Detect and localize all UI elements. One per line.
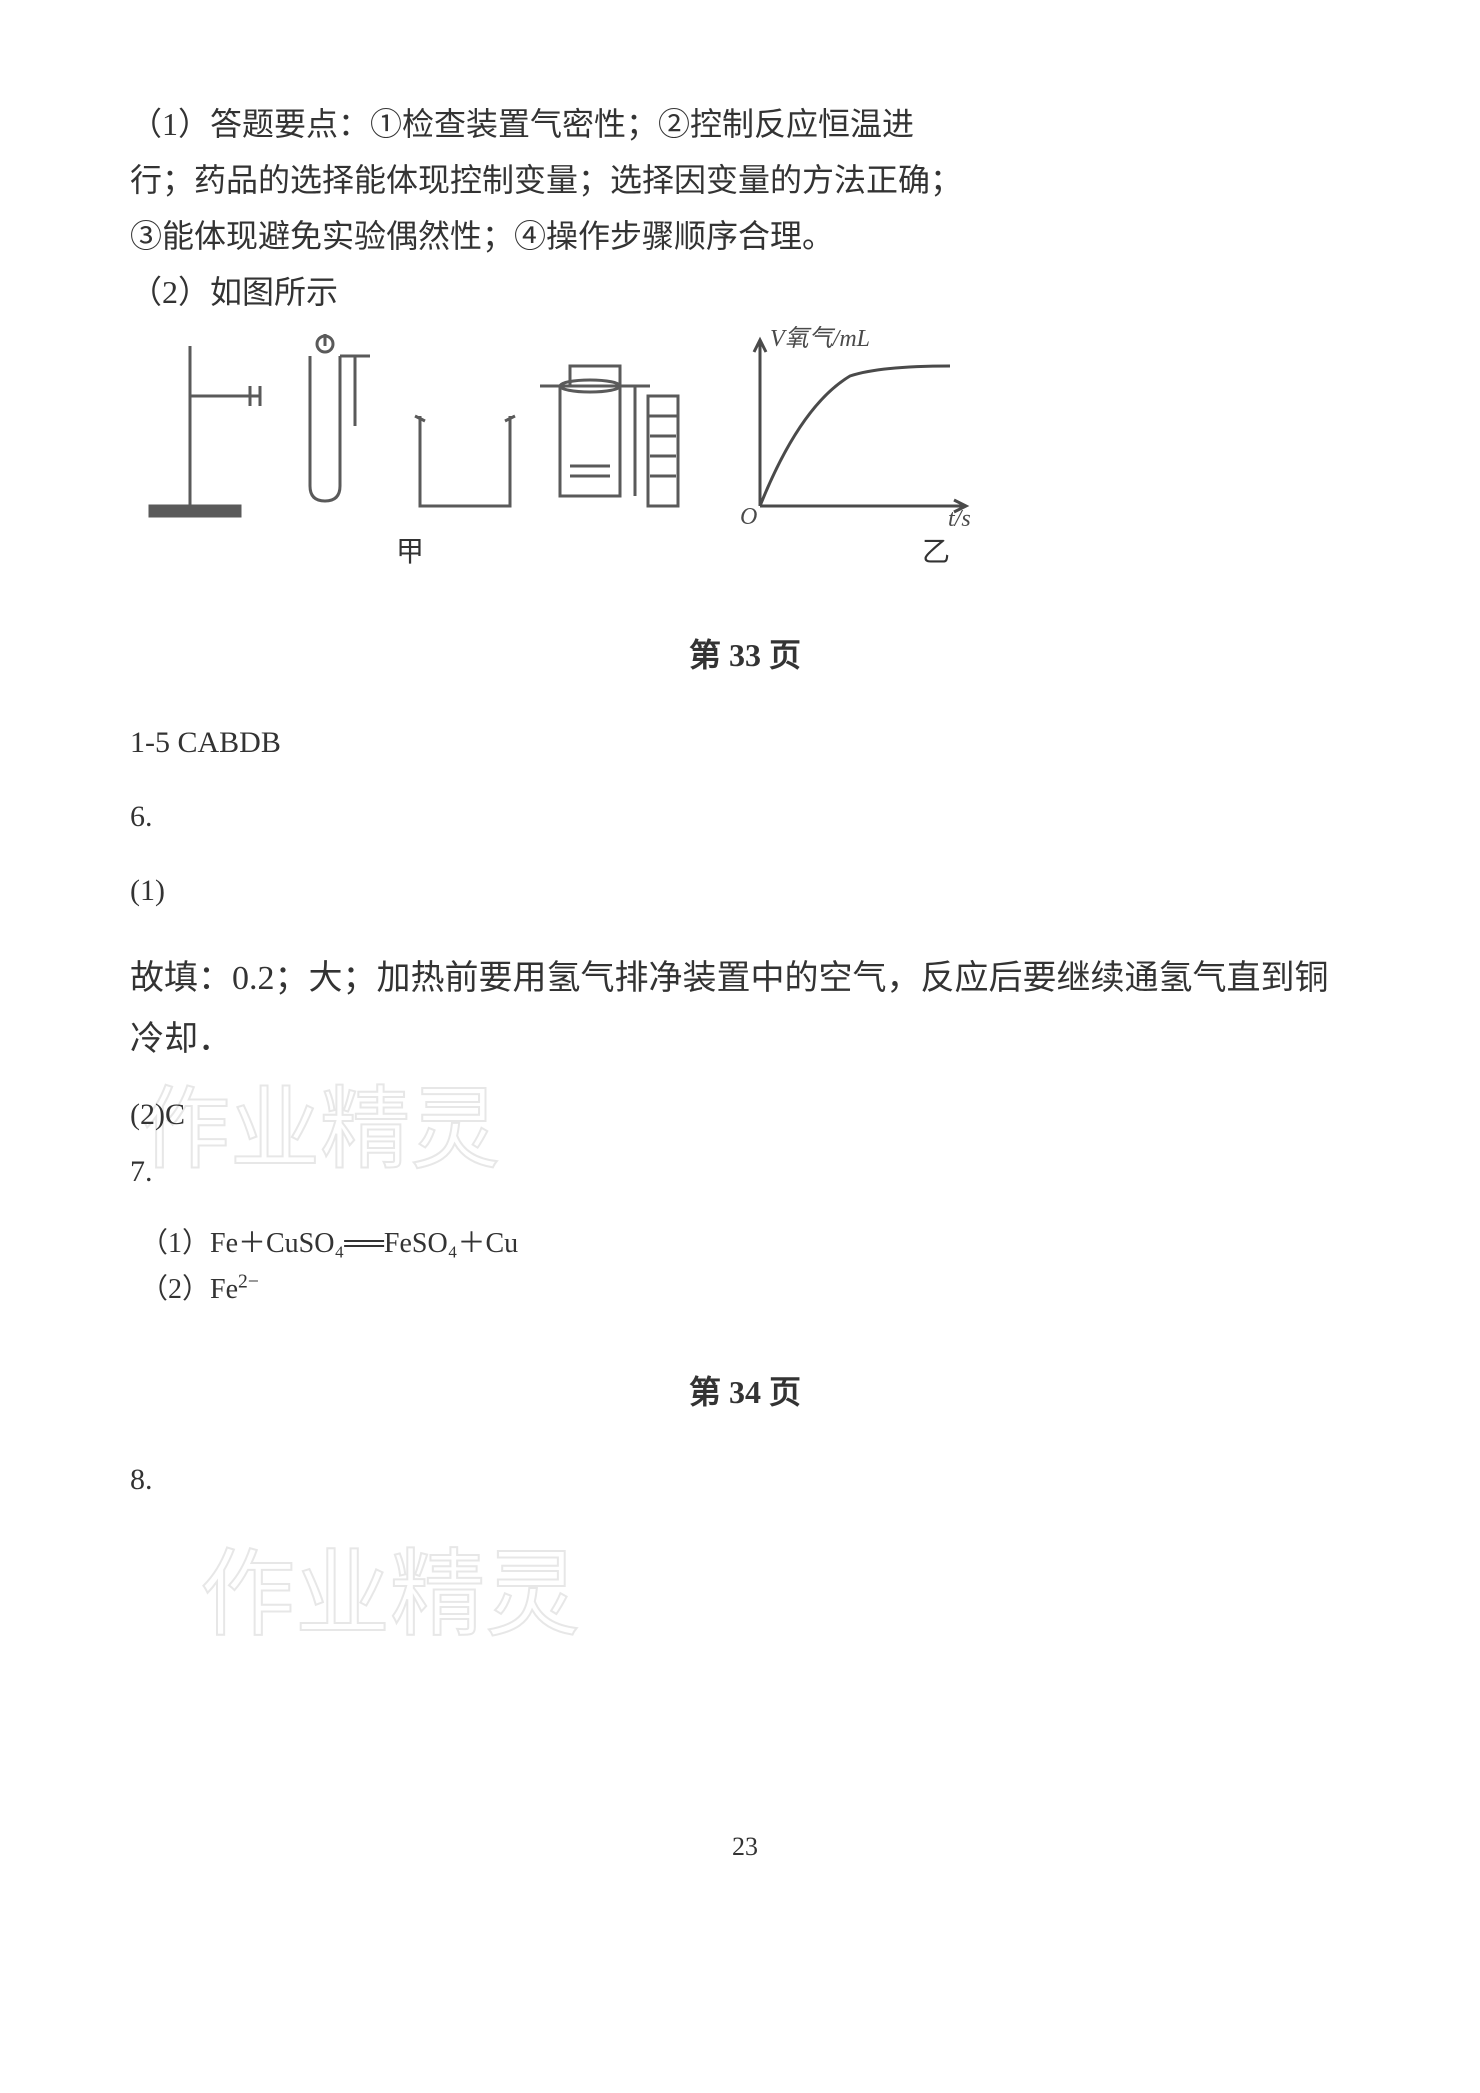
intro-line-1: （1）答题要点：①检查装置气密性；②控制反应恒温进 [130,100,1360,148]
figure-label-yi: 乙 [922,530,950,570]
chart-yi: V氧气/mL O t/s 乙 [710,326,990,570]
watermark-text-2: 作业精灵 [200,1542,580,1648]
intro-line-4: （2）如图所示 [130,268,1360,316]
question-7: 7. [130,1155,153,1189]
question-6: 6. [130,800,1360,834]
figure-label-jia: 甲 [396,530,424,570]
figure-row: 甲 V氧气/mL O t/s 乙 [130,326,1360,570]
apparatus-svg-jia [130,326,690,526]
intro-line-2: 行；药品的选择能体现控制变量；选择因变量的方法正确； [130,156,1360,204]
equation-7-1: （1）Fe＋CuSO₄══FeSO₄＋Cu [140,1221,1360,1261]
watermark-svg-1: 作业精灵 [130,1080,630,1190]
page-number: 23 [130,1832,1360,1862]
watermark-svg-2: 作业精灵 [190,1537,690,1667]
page-heading-34: 第 34 页 [130,1367,1360,1413]
question-6-fill: 故填：0.2；大；加热前要用氢气排净装置中的空气，反应后要继续通氢气直到铜冷却． [130,948,1360,1070]
question-8: 8. [130,1463,1360,1497]
intro-line-3: ③能体现避免实验偶然性；④操作步骤顺序合理。 [130,212,1360,260]
watermark-block-1: 作业精灵 (2)C 7. [130,1080,630,1195]
apparatus-jia: 甲 [130,326,690,570]
page-heading-33: 第 33 页 [130,630,1360,676]
equation-7-2: （2）Fe2− [140,1267,1360,1307]
equation-7-2-prefix: （2）Fe [140,1274,238,1305]
chart-svg-yi: V氧气/mL O t/s [710,326,990,526]
chart-x-label: t/s [948,506,971,526]
chart-y-label: V氧气/mL [770,326,870,352]
chart-origin-label: O [740,504,757,526]
watermark-block-2: 作业精灵 [190,1537,1360,1672]
question-6-2: (2)C [130,1098,185,1132]
answer-1-5: 1-5 CABDB [130,726,1360,760]
watermark-text-1: 作业精灵 [140,1081,500,1180]
equation-7-2-sup: 2− [238,1272,259,1293]
question-6-1: (1) [130,874,1360,908]
